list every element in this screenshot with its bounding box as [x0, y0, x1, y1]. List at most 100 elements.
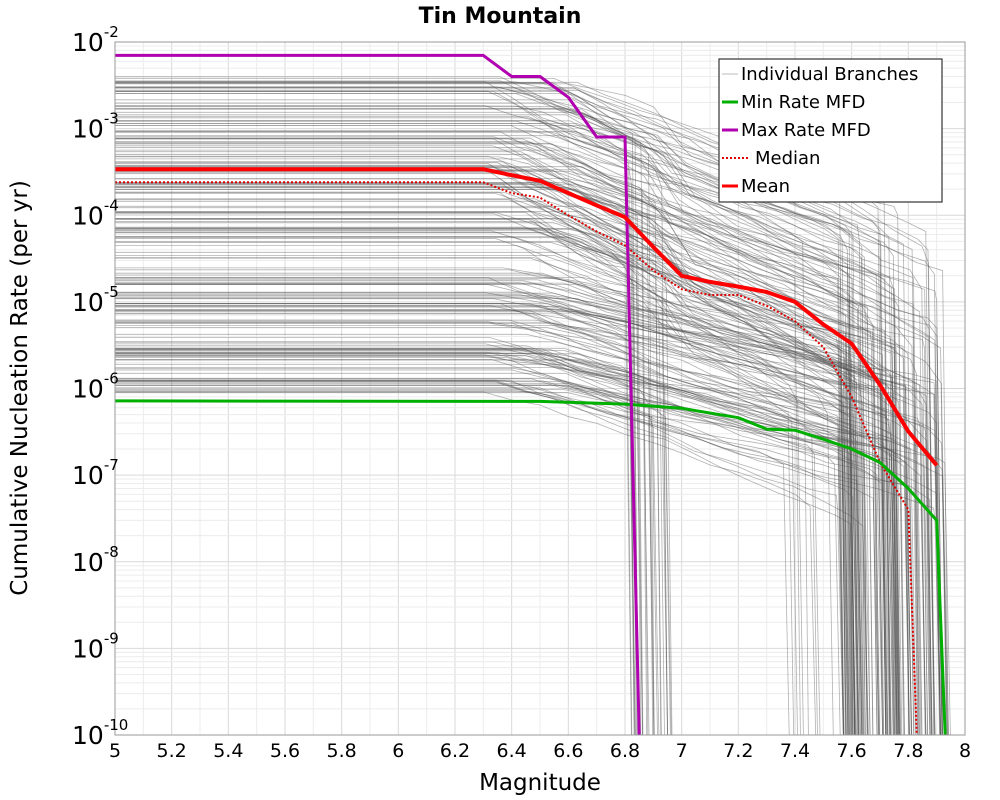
branch-line — [115, 385, 941, 736]
x-tick-label: 5.8 — [327, 740, 357, 762]
branch-line — [115, 102, 900, 736]
branch-line — [115, 309, 941, 736]
branch-line — [115, 211, 858, 736]
x-tick-label: 5.2 — [157, 740, 187, 762]
x-tick-label: 7.8 — [893, 740, 923, 762]
branch-line — [115, 363, 868, 736]
x-tick-label: 6.4 — [497, 740, 527, 762]
branch-line — [115, 372, 672, 736]
branch-line — [115, 284, 844, 736]
branch-line — [115, 241, 662, 736]
branch-line — [115, 355, 821, 736]
branch-line — [115, 237, 933, 736]
branch-line — [115, 283, 849, 736]
branch-line — [115, 153, 936, 736]
branch-line — [115, 353, 650, 736]
branch-line — [115, 228, 879, 736]
branch-line — [115, 93, 900, 736]
branch-line — [115, 377, 900, 736]
branch-line — [115, 164, 852, 736]
branch-line — [115, 155, 801, 736]
branch-line — [115, 178, 861, 736]
y-tick-base: 10 — [72, 634, 104, 663]
branch-line — [115, 303, 850, 736]
branch-line — [115, 278, 859, 736]
branch-line — [115, 205, 887, 736]
branch-line — [115, 311, 898, 736]
branch-line — [115, 387, 916, 736]
branch-line — [115, 359, 894, 736]
branch-line — [115, 105, 847, 736]
branch-line — [115, 295, 943, 736]
branch-line — [115, 149, 809, 736]
branch-line — [115, 322, 940, 736]
branch-line — [115, 279, 912, 736]
y-tick-exponent: -3 — [104, 110, 119, 128]
legend: Individual Branches Min Rate MFD Max Rate … — [718, 58, 943, 203]
branch-line — [115, 183, 949, 736]
branch-line — [115, 357, 795, 736]
branch-line — [115, 350, 844, 736]
x-tick-label: 6 — [392, 740, 404, 762]
x-tick-label: 6.6 — [553, 740, 583, 762]
branch-line — [115, 379, 864, 736]
branch-line — [115, 125, 868, 736]
branch-line — [115, 325, 899, 736]
y-tick-label: 10-9 — [72, 629, 119, 663]
branch-line — [115, 156, 931, 736]
branch-line — [115, 147, 891, 736]
branch-line — [115, 351, 902, 736]
branch-line — [115, 228, 852, 736]
y-tick-base: 10 — [72, 288, 104, 317]
branch-line — [115, 221, 914, 736]
branch-line — [115, 313, 845, 736]
branch-line — [115, 232, 923, 736]
branch-line — [115, 341, 896, 736]
x-tick-label: 5.4 — [213, 740, 243, 762]
branch-line — [115, 349, 898, 736]
branch-line — [115, 130, 864, 736]
branch-line — [115, 309, 942, 736]
branch-line — [115, 163, 895, 736]
y-tick-base: 10 — [72, 721, 104, 750]
x-tick-label: 5 — [109, 740, 121, 762]
branch-line — [115, 305, 655, 736]
branch-line — [115, 304, 860, 736]
branch-line — [115, 277, 894, 736]
branch-line — [115, 182, 910, 736]
branch-line — [115, 347, 889, 736]
branch-line — [115, 173, 874, 736]
legend-label: Min Rate MFD — [741, 92, 865, 113]
branch-line — [115, 257, 834, 736]
branch-line — [115, 182, 644, 736]
branch-line — [115, 141, 856, 736]
branch-line — [115, 145, 887, 736]
branch-line — [115, 309, 880, 736]
branch-line — [115, 280, 887, 736]
branch-line — [115, 241, 865, 736]
branch-line — [115, 158, 920, 736]
branch-line — [115, 384, 900, 736]
y-tick-base: 10 — [72, 115, 104, 144]
branch-line — [115, 167, 855, 736]
branch-line — [115, 379, 869, 736]
branch-line — [115, 105, 849, 736]
branch-line — [115, 345, 798, 736]
branch-line — [115, 138, 883, 736]
branch-line — [115, 348, 862, 736]
branch-line — [115, 191, 923, 736]
branch-line — [115, 381, 844, 736]
series-min-rate-mfd — [114, 399, 947, 736]
branch-line — [115, 303, 949, 736]
branch-line — [115, 123, 655, 736]
branch-line — [115, 178, 943, 736]
x-tick-label: 6.2 — [440, 740, 470, 762]
branch-line — [115, 380, 859, 736]
branch-line — [115, 359, 898, 736]
branch-line — [115, 82, 639, 736]
branch-line — [115, 172, 861, 736]
branch-line — [115, 321, 897, 736]
branch-line — [115, 166, 947, 736]
x-tick-label: 8 — [959, 740, 971, 762]
